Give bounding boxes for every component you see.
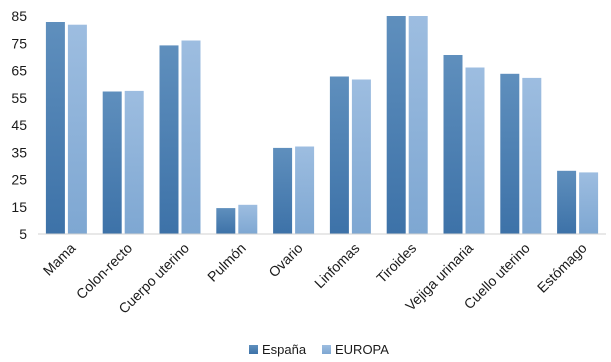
bar-europa [465, 67, 485, 234]
bar-espana [45, 22, 65, 234]
y-tick-label: 55 [11, 90, 27, 106]
bar-europa [295, 146, 315, 234]
y-tick-label: 65 [11, 63, 27, 79]
bar-europa [408, 16, 428, 234]
x-tick-label: Mama [40, 240, 79, 279]
x-tick-label: Pulmón [204, 240, 249, 285]
bar-espana [443, 55, 463, 234]
legend-swatch-espana [249, 345, 258, 354]
bar-espana [102, 91, 122, 234]
bar-espana [273, 147, 293, 234]
bar-espana [159, 45, 179, 235]
bar-europa [238, 204, 258, 234]
bar-europa [124, 90, 144, 235]
legend-label-espana: España [262, 342, 307, 357]
bar-espana [216, 208, 236, 234]
legend-label-europa: EUROPA [335, 342, 389, 357]
x-tick-label: Ovario [265, 240, 306, 281]
legend-swatch-europa [322, 345, 331, 354]
bar-espana [500, 73, 520, 234]
bar-europa [522, 77, 542, 235]
y-tick-label: 45 [11, 117, 27, 133]
plot-area [45, 16, 599, 235]
bar-espana [386, 16, 406, 234]
bar-europa [181, 40, 201, 234]
y-tick-label: 35 [11, 144, 27, 160]
legend: España EUROPA [249, 342, 389, 357]
y-tick-label: 25 [11, 172, 27, 188]
bar-espana [329, 76, 349, 234]
bar-europa [351, 79, 371, 234]
y-axis: 5 15 25 35 45 55 65 75 85 [11, 8, 27, 242]
x-tick-label: Linfomas [311, 240, 362, 291]
x-tick-label: Colon-recto [73, 240, 136, 303]
bar-europa [67, 24, 87, 235]
y-tick-label: 15 [11, 199, 27, 215]
y-tick-label: 5 [19, 226, 27, 242]
y-tick-label: 85 [11, 8, 27, 24]
y-tick-label: 75 [11, 35, 27, 51]
x-tick-label: Estómago [534, 240, 590, 296]
x-tick-label: Tiroides [373, 240, 419, 286]
bar-espana [557, 170, 577, 234]
bar-europa [579, 172, 599, 234]
